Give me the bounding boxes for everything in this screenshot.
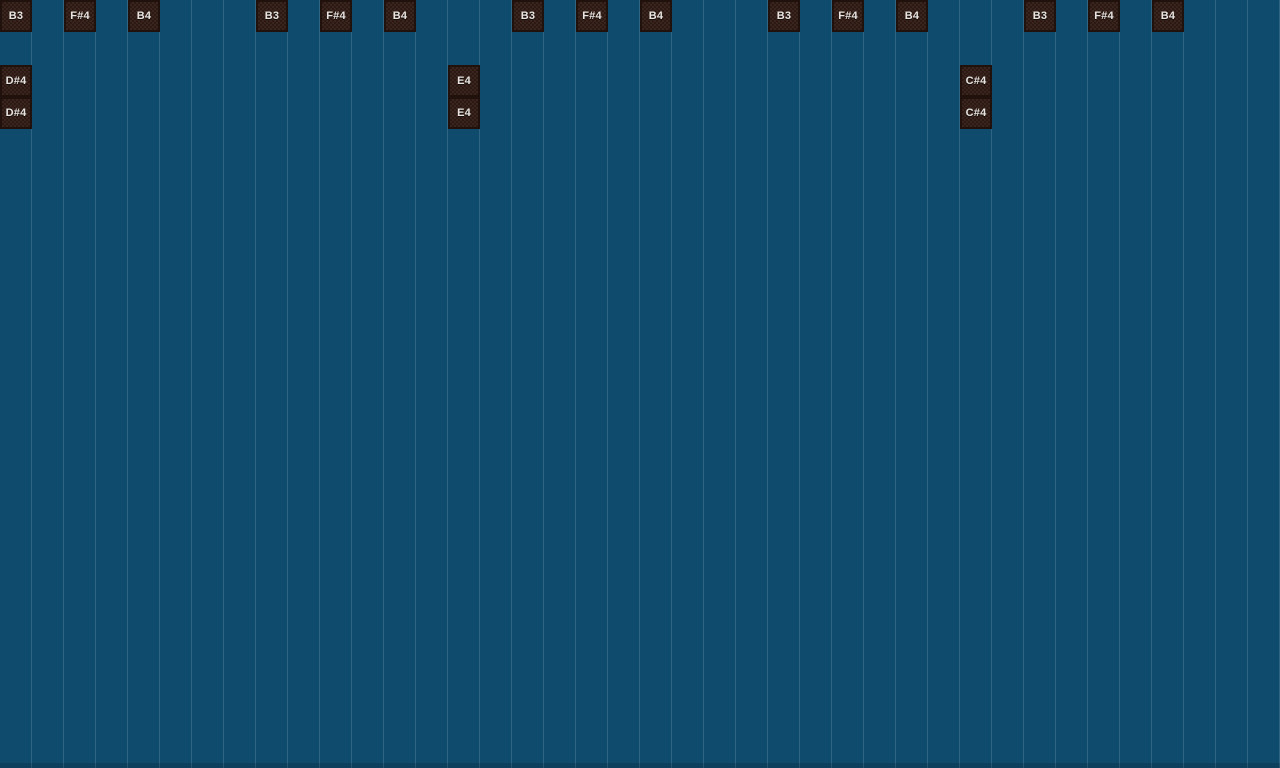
note-label: D#4 xyxy=(5,106,27,119)
note-label: B4 xyxy=(904,9,920,22)
note-label: B3 xyxy=(520,9,536,22)
note-label: B3 xyxy=(776,9,792,22)
note-block[interactable]: F#4 xyxy=(64,0,96,32)
note-block[interactable]: B3 xyxy=(512,0,544,32)
note-label: B4 xyxy=(136,9,152,22)
note-block[interactable]: F#4 xyxy=(320,0,352,32)
note-label: F#4 xyxy=(838,9,858,22)
note-block[interactable]: D#4 xyxy=(0,65,32,97)
note-block[interactable]: B3 xyxy=(1024,0,1056,32)
note-block[interactable]: F#4 xyxy=(832,0,864,32)
note-block[interactable]: B4 xyxy=(896,0,928,32)
note-label: F#4 xyxy=(582,9,602,22)
note-block[interactable]: B4 xyxy=(128,0,160,32)
note-block[interactable]: B3 xyxy=(768,0,800,32)
note-label: C#4 xyxy=(965,106,987,119)
note-label: F#4 xyxy=(326,9,346,22)
note-block[interactable]: B3 xyxy=(256,0,288,32)
note-label: E4 xyxy=(457,74,471,87)
note-label: B3 xyxy=(264,9,280,22)
note-block[interactable]: F#4 xyxy=(1088,0,1120,32)
note-label: B4 xyxy=(392,9,408,22)
note-label: F#4 xyxy=(70,9,90,22)
note-block[interactable]: C#4 xyxy=(960,65,992,97)
note-label: F#4 xyxy=(1094,9,1114,22)
note-block[interactable]: B3 xyxy=(0,0,32,32)
note-block[interactable]: D#4 xyxy=(0,97,32,129)
note-label: B3 xyxy=(8,9,24,22)
note-label: E4 xyxy=(457,106,471,119)
note-block[interactable]: B4 xyxy=(640,0,672,32)
note-block[interactable]: C#4 xyxy=(960,97,992,129)
note-block[interactable]: E4 xyxy=(448,97,480,129)
bottom-edge-strip xyxy=(0,763,1280,768)
note-block[interactable]: E4 xyxy=(448,65,480,97)
note-label: C#4 xyxy=(965,74,987,87)
note-label: B4 xyxy=(648,9,664,22)
note-label: B4 xyxy=(1160,9,1176,22)
note-block[interactable]: B4 xyxy=(384,0,416,32)
note-label: D#4 xyxy=(5,74,27,87)
note-label: B3 xyxy=(1032,9,1048,22)
note-block[interactable]: F#4 xyxy=(576,0,608,32)
note-block[interactable]: B4 xyxy=(1152,0,1184,32)
